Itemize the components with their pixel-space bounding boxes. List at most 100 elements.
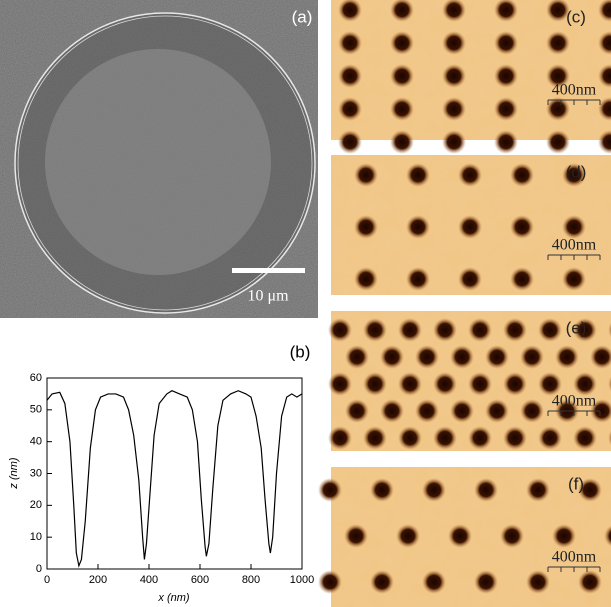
afm-hole bbox=[390, 97, 414, 121]
afm-hole bbox=[406, 215, 430, 239]
afm-hole bbox=[590, 399, 611, 423]
y-tick-label: 0 bbox=[36, 563, 42, 575]
afm-hole bbox=[415, 399, 439, 423]
afm-hole bbox=[562, 163, 586, 187]
y-tick-label: 20 bbox=[30, 499, 42, 511]
afm-hole bbox=[546, 130, 570, 154]
afm-hole bbox=[442, 0, 466, 22]
afm-hole bbox=[538, 426, 562, 450]
profile-line bbox=[46, 390, 303, 568]
afm-hole bbox=[485, 399, 509, 423]
afm-hole bbox=[608, 322, 611, 338]
x-tick-label: 200 bbox=[89, 574, 107, 586]
afm-hole bbox=[442, 130, 466, 154]
afm-hole bbox=[500, 524, 524, 548]
panel-label: (d) bbox=[566, 162, 587, 181]
y-tick-label: 40 bbox=[30, 436, 42, 448]
afm-hole bbox=[354, 215, 378, 239]
afm-hole bbox=[370, 570, 394, 594]
afm-hole bbox=[573, 426, 597, 450]
afm-hole bbox=[578, 478, 602, 502]
afm-hole bbox=[458, 215, 482, 239]
x-axis-label: x (nm) bbox=[157, 592, 190, 604]
afm-hole bbox=[398, 318, 422, 342]
afm-hole bbox=[380, 345, 404, 369]
afm-hole bbox=[598, 64, 611, 88]
afm-hole bbox=[526, 478, 550, 502]
afm-hole bbox=[562, 267, 586, 291]
afm-hole bbox=[590, 345, 611, 369]
afm-hole bbox=[494, 0, 518, 22]
afm-hole bbox=[318, 478, 342, 502]
scale-bar-label: 10 μm bbox=[247, 288, 289, 305]
afm-hole bbox=[468, 318, 492, 342]
afm-hole bbox=[398, 426, 422, 450]
y-tick-label: 30 bbox=[30, 467, 42, 479]
afm-hole bbox=[485, 345, 509, 369]
x-tick-label: 400 bbox=[140, 574, 158, 586]
afm-hole bbox=[598, 97, 611, 121]
afm-hole bbox=[450, 345, 474, 369]
afm-hole bbox=[354, 267, 378, 291]
afm-hole bbox=[328, 318, 352, 342]
afm-hole bbox=[503, 426, 527, 450]
afm-hole bbox=[338, 130, 362, 154]
afm-hole bbox=[380, 399, 404, 423]
afm-hole bbox=[555, 345, 579, 369]
afm-hole bbox=[526, 570, 550, 594]
afm-hole bbox=[546, 31, 570, 55]
panel-label: (b) bbox=[290, 342, 311, 361]
afm-hole bbox=[494, 97, 518, 121]
afm-hole bbox=[442, 64, 466, 88]
y-tick-label: 60 bbox=[30, 372, 42, 384]
panel-label: (a) bbox=[292, 7, 313, 26]
afm-hole bbox=[538, 372, 562, 396]
afm-hole bbox=[370, 478, 394, 502]
y-axis-label: z (nm) bbox=[8, 457, 20, 490]
afm-hole bbox=[562, 215, 586, 239]
afm-hole bbox=[494, 31, 518, 55]
afm-hole bbox=[390, 130, 414, 154]
scale-bar-label: 400nm bbox=[552, 393, 597, 410]
afm-hole bbox=[396, 524, 420, 548]
scale-bar-label: 400nm bbox=[552, 82, 597, 99]
afm-hole bbox=[338, 0, 362, 22]
afm-hole bbox=[494, 130, 518, 154]
afm-hole bbox=[503, 372, 527, 396]
afm-hole bbox=[433, 372, 457, 396]
afm-images: 400nm (c) 400nm (d) 400nm (e) 400nm (f) bbox=[318, 0, 611, 607]
afm-hole bbox=[608, 430, 611, 446]
afm-hole bbox=[458, 163, 482, 187]
afm-hole bbox=[415, 345, 439, 369]
afm-hole bbox=[510, 215, 534, 239]
afm-hole bbox=[363, 372, 387, 396]
scale-bar-label: 400nm bbox=[552, 237, 597, 254]
afm-hole bbox=[328, 426, 352, 450]
afm-hole bbox=[390, 0, 414, 22]
afm-hole bbox=[578, 570, 602, 594]
afm-hole bbox=[458, 267, 482, 291]
afm-hole bbox=[503, 318, 527, 342]
afm-hole bbox=[328, 372, 352, 396]
afm-hole bbox=[468, 426, 492, 450]
panel-label: (c) bbox=[566, 7, 586, 26]
afm-hole bbox=[474, 570, 498, 594]
sem-image: 10 μm (a) bbox=[0, 0, 318, 318]
afm-hole bbox=[546, 64, 570, 88]
afm-hole bbox=[345, 345, 369, 369]
afm-hole bbox=[538, 318, 562, 342]
x-tick-label: 1000 bbox=[290, 574, 314, 586]
afm-hole bbox=[598, 130, 611, 154]
scale-bar-label: 400nm bbox=[552, 549, 597, 566]
afm-hole bbox=[363, 426, 387, 450]
afm-hole bbox=[546, 0, 570, 22]
afm-hole bbox=[344, 524, 368, 548]
afm-hole bbox=[338, 97, 362, 121]
afm-hole bbox=[390, 64, 414, 88]
afm-hole bbox=[604, 525, 611, 547]
afm-hole bbox=[442, 97, 466, 121]
afm-hole bbox=[468, 372, 492, 396]
afm-hole bbox=[390, 31, 414, 55]
afm-hole bbox=[520, 399, 544, 423]
